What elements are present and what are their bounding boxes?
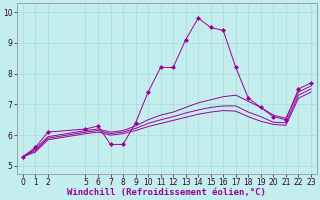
X-axis label: Windchill (Refroidissement éolien,°C): Windchill (Refroidissement éolien,°C) [68, 188, 266, 197]
